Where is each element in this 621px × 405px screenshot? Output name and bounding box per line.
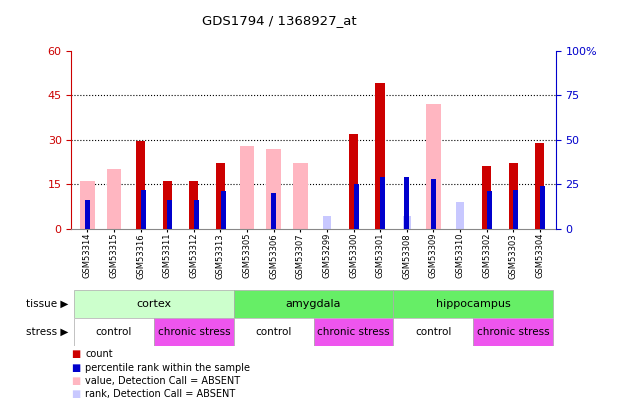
Bar xyxy=(141,190,146,229)
Text: chronic stress: chronic stress xyxy=(317,327,390,337)
Bar xyxy=(74,290,233,318)
Text: control: control xyxy=(255,327,292,337)
Bar xyxy=(293,164,307,229)
Bar xyxy=(473,318,553,346)
Bar xyxy=(271,193,276,229)
Bar xyxy=(74,318,154,346)
Bar xyxy=(189,181,199,229)
Text: ■: ■ xyxy=(71,350,81,359)
Text: percentile rank within the sample: percentile rank within the sample xyxy=(85,363,250,373)
Bar xyxy=(349,134,358,229)
Text: control: control xyxy=(415,327,451,337)
Bar xyxy=(482,166,491,229)
Text: chronic stress: chronic stress xyxy=(158,327,230,337)
Bar xyxy=(426,104,441,229)
Bar xyxy=(431,179,436,229)
Bar xyxy=(509,164,518,229)
Text: tissue ▶: tissue ▶ xyxy=(26,299,68,309)
Bar xyxy=(233,290,394,318)
Bar xyxy=(168,200,172,229)
Bar xyxy=(376,83,385,229)
Text: ■: ■ xyxy=(71,376,81,386)
Bar xyxy=(403,216,410,229)
Text: stress ▶: stress ▶ xyxy=(26,327,68,337)
Text: hippocampus: hippocampus xyxy=(436,299,510,309)
Bar xyxy=(394,290,553,318)
Bar xyxy=(194,200,199,229)
Text: GDS1794 / 1368927_at: GDS1794 / 1368927_at xyxy=(202,14,356,27)
Bar xyxy=(323,216,331,229)
Bar xyxy=(404,177,409,229)
Text: amygdala: amygdala xyxy=(286,299,342,309)
Bar xyxy=(107,169,121,229)
Bar xyxy=(136,141,145,229)
Text: ■: ■ xyxy=(71,390,81,399)
Text: count: count xyxy=(85,350,112,359)
Bar xyxy=(514,190,519,229)
Text: cortex: cortex xyxy=(137,299,171,309)
Bar xyxy=(154,318,233,346)
Bar xyxy=(535,143,545,229)
Bar xyxy=(163,181,172,229)
Text: rank, Detection Call = ABSENT: rank, Detection Call = ABSENT xyxy=(85,390,235,399)
Bar xyxy=(394,318,473,346)
Bar xyxy=(233,318,314,346)
Bar xyxy=(540,186,545,229)
Bar xyxy=(456,202,464,229)
Text: control: control xyxy=(96,327,132,337)
Bar xyxy=(220,192,225,229)
Bar xyxy=(240,146,255,229)
Bar xyxy=(80,181,94,229)
Bar xyxy=(381,177,385,229)
Bar xyxy=(354,184,358,229)
Bar xyxy=(487,192,492,229)
Text: value, Detection Call = ABSENT: value, Detection Call = ABSENT xyxy=(85,376,240,386)
Text: chronic stress: chronic stress xyxy=(477,327,550,337)
Bar xyxy=(215,164,225,229)
Bar xyxy=(266,149,281,229)
Bar xyxy=(85,200,90,229)
Bar xyxy=(314,318,394,346)
Text: ■: ■ xyxy=(71,363,81,373)
